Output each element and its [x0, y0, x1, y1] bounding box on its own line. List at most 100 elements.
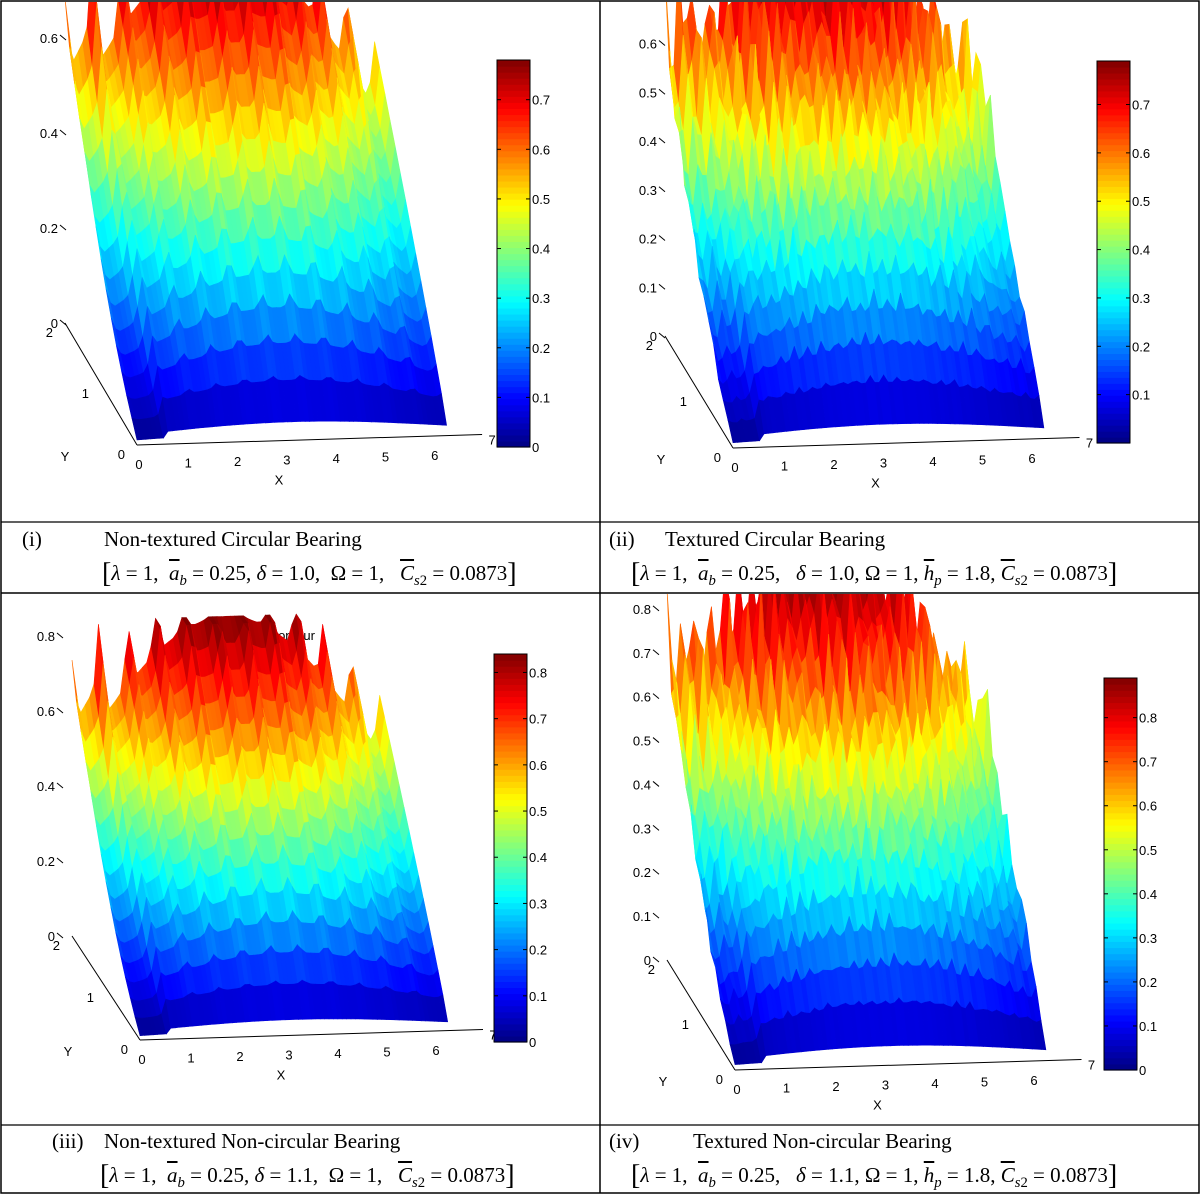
- colorbar-segment: [494, 1035, 527, 1043]
- z-tick-label: 0.2: [37, 854, 55, 869]
- y-tick-label: 1: [680, 394, 687, 409]
- colorbar-segment: [1097, 120, 1130, 128]
- colorbar-segment: [1104, 1045, 1137, 1053]
- colorbar-segment: [497, 247, 530, 255]
- colorbar-segment: [1097, 138, 1130, 146]
- colorbar-segment: [1097, 413, 1130, 420]
- z-tick-mark: [56, 932, 64, 939]
- colorbar-segment: [1104, 855, 1137, 863]
- y-axis-line: [664, 335, 734, 449]
- colorbar-segment: [497, 428, 530, 436]
- colorbar-segment: [497, 283, 530, 291]
- colorbar-segment: [1097, 90, 1130, 98]
- z-tick-mark: [59, 34, 67, 41]
- colorbar-segment: [494, 896, 527, 904]
- z-tick-mark: [56, 782, 64, 789]
- x-tick-label: 2: [832, 1079, 839, 1094]
- colorbar-segment: [1097, 246, 1130, 253]
- colorbar-segment: [497, 320, 530, 327]
- z-tick-mark: [658, 137, 666, 144]
- colorbar-frame: [493, 653, 528, 1043]
- colorbar-segment: [497, 126, 530, 134]
- colorbar-segment: [497, 434, 530, 442]
- colorbar-segment: [494, 926, 527, 934]
- surface-patch: [436, 393, 447, 426]
- colorbar-segment: [1104, 782, 1137, 789]
- colorbar-segment: [497, 199, 530, 206]
- colorbar-segment: [1097, 61, 1130, 68]
- colorbar-frame: [496, 59, 531, 448]
- colorbar-segment: [494, 866, 527, 873]
- z-tick-mark: [652, 956, 660, 963]
- colorbar-segment: [1104, 727, 1137, 734]
- x-axis-label: X: [871, 476, 880, 491]
- colorbar-segment: [1097, 102, 1130, 110]
- x-tick-label: 7: [488, 433, 495, 448]
- y-tick-label: 0: [121, 1042, 128, 1057]
- colorbar-segment: [494, 732, 527, 740]
- colorbar-segment: [494, 969, 527, 976]
- colorbar-segment: [497, 344, 530, 351]
- z-tick-mark: [652, 693, 660, 700]
- colorbar-segment: [494, 690, 527, 698]
- colorbar-segment: [1104, 825, 1137, 832]
- colorbar-tick-label: 0.3: [532, 291, 550, 306]
- colorbar-segment: [1097, 419, 1130, 426]
- colorbar-segment: [1104, 1051, 1137, 1059]
- x-axis-line: [139, 1029, 484, 1041]
- x-tick-label: 4: [931, 1076, 938, 1091]
- z-tick-label: 0.2: [639, 232, 657, 247]
- caption-params: [λ = 1, ab = 0.25, δ = 1.0, Ω = 1, Cs2 =…: [102, 558, 517, 590]
- colorbar-tick-label: 0: [529, 1035, 536, 1050]
- surface-plot-iii: Pressure Contour00.20.40.60.8101234567X0…: [37, 613, 547, 1083]
- x-tick-label: 1: [185, 456, 192, 471]
- colorbar-segment: [1104, 1033, 1137, 1040]
- colorbar-segment: [1097, 150, 1130, 158]
- colorbar-segment: [494, 860, 527, 867]
- colorbar-segment: [1097, 198, 1130, 205]
- colorbar-frame: [1103, 677, 1138, 1071]
- colorbar-segment: [494, 666, 527, 673]
- y-tick-label: 0: [714, 450, 721, 465]
- y-tick-label: 2: [648, 962, 655, 977]
- z-tick-mark: [56, 632, 64, 639]
- colorbar-segment: [494, 908, 527, 916]
- colorbar-segment: [494, 963, 527, 970]
- z-tick-label: 0.7: [639, 2, 657, 3]
- colorbar-segment: [497, 90, 530, 97]
- colorbar-segment: [1104, 690, 1137, 697]
- colorbar-segment: [494, 738, 527, 746]
- colorbar-segment: [1104, 898, 1137, 906]
- plot-panel-iii: Pressure Contour00.20.40.60.8101234567X0…: [2, 594, 599, 1124]
- surface-patch: [809, 594, 818, 613]
- colorbar-segment: [494, 1011, 527, 1019]
- x-tick-label: 5: [383, 1045, 390, 1060]
- x-tick-label: 2: [236, 1049, 243, 1064]
- colorbar-segment: [1104, 910, 1137, 918]
- colorbar-segment: [1104, 745, 1137, 753]
- colorbar-segment: [494, 793, 527, 801]
- colorbar-segment: [494, 757, 527, 764]
- colorbar-tick-label: 0.1: [532, 390, 550, 405]
- colorbar-segment: [1097, 407, 1130, 414]
- z-tick-label: 0.6: [37, 704, 55, 719]
- x-tick-label: 3: [882, 1078, 889, 1093]
- colorbar-segment: [1097, 66, 1130, 74]
- x-tick-label: 4: [334, 1046, 341, 1061]
- colorbar-segment: [1097, 317, 1130, 325]
- colorbar-segment: [1104, 978, 1137, 985]
- colorbar-segment: [1097, 359, 1130, 367]
- colorbar-segment: [497, 410, 530, 418]
- y-axis-label: Y: [659, 1074, 668, 1089]
- colorbar-segment: [494, 823, 527, 831]
- colorbar-segment: [494, 975, 527, 982]
- x-tick-label: 1: [783, 1081, 790, 1096]
- colorbar-segment: [494, 890, 527, 898]
- colorbar-segment: [497, 60, 530, 67]
- colorbar-segment: [1104, 941, 1137, 949]
- plot-panel-iv: Pressure Contour00.10.20.30.40.50.60.70.…: [601, 594, 1198, 1124]
- colorbar-segment: [494, 775, 527, 782]
- colorbar-segment: [497, 72, 530, 79]
- colorbar-segment: [1097, 96, 1130, 104]
- colorbar-segment: [1097, 162, 1130, 170]
